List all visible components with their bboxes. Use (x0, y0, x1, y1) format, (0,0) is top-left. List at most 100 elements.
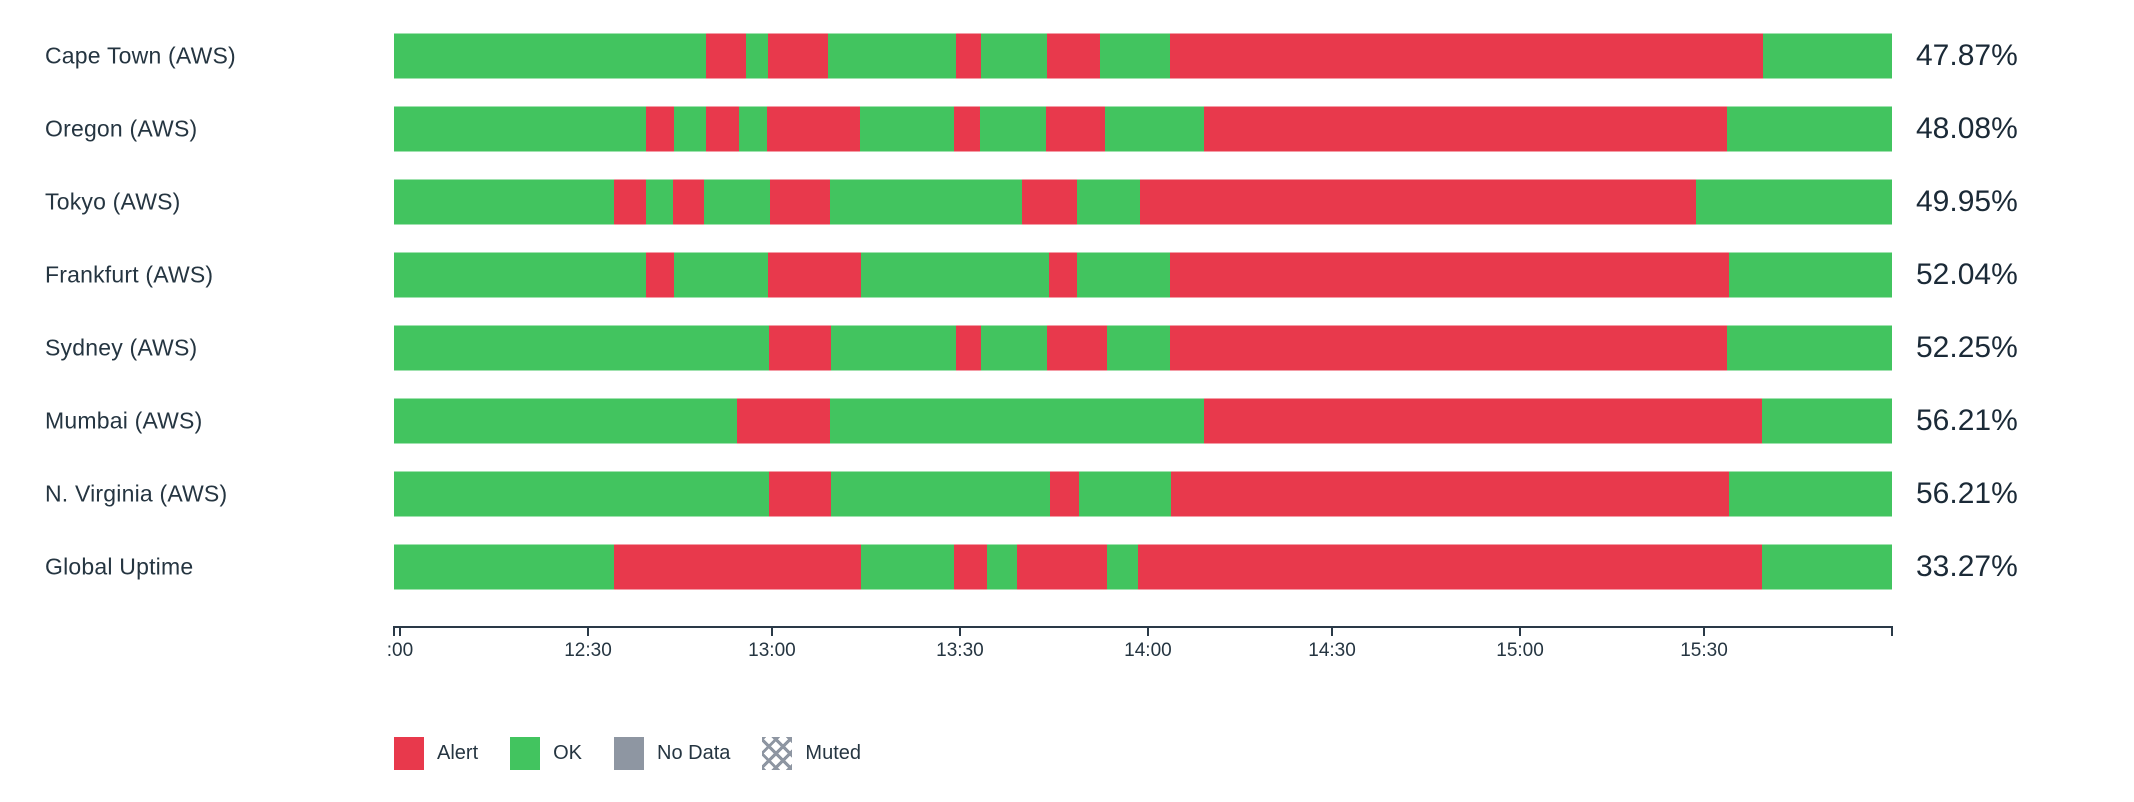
status-segment-ok[interactable] (859, 106, 955, 151)
status-segment-alert[interactable] (1021, 179, 1078, 224)
legend-item-ok[interactable]: OK (510, 737, 582, 770)
status-segment-ok[interactable] (394, 179, 615, 224)
status-segment-ok[interactable] (394, 106, 646, 151)
status-segment-alert[interactable] (954, 106, 980, 151)
status-segment-alert[interactable] (1204, 106, 1728, 151)
status-bar[interactable] (394, 179, 1892, 224)
status-segment-alert[interactable] (768, 33, 829, 78)
status-segment-alert[interactable] (1139, 179, 1696, 224)
uptime-value: 48.08% (1916, 111, 2018, 145)
status-segment-alert[interactable] (954, 544, 988, 589)
status-segment-ok[interactable] (1763, 33, 1892, 78)
status-segment-ok[interactable] (746, 33, 769, 78)
status-segment-ok[interactable] (394, 398, 738, 443)
status-segment-alert[interactable] (1045, 106, 1106, 151)
ok-swatch-icon (510, 737, 541, 770)
status-segment-ok[interactable] (394, 33, 706, 78)
status-bar[interactable] (394, 398, 1892, 443)
status-segment-alert[interactable] (1047, 325, 1107, 370)
status-segment-alert[interactable] (1169, 325, 1728, 370)
status-segment-ok[interactable] (829, 398, 1205, 443)
status-segment-ok[interactable] (831, 471, 1051, 516)
status-segment-alert[interactable] (1138, 544, 1762, 589)
status-row: Cape Town (AWS) 47.87% (0, 19, 2134, 92)
status-segment-alert[interactable] (1169, 33, 1764, 78)
status-segment-alert[interactable] (766, 106, 860, 151)
status-segment-ok[interactable] (674, 252, 769, 297)
legend: Alert OK No Data Muted (394, 737, 861, 770)
legend-item-muted[interactable]: Muted (762, 737, 861, 770)
uptime-value: 56.21% (1916, 476, 2018, 510)
status-segment-alert[interactable] (645, 106, 675, 151)
status-segment-alert[interactable] (1017, 544, 1108, 589)
status-segment-ok[interactable] (829, 179, 1022, 224)
status-segment-ok[interactable] (1761, 398, 1892, 443)
status-segment-ok[interactable] (1077, 252, 1170, 297)
status-segment-ok[interactable] (828, 33, 956, 78)
status-segment-ok[interactable] (1727, 106, 1892, 151)
status-bar[interactable] (394, 33, 1892, 78)
status-segment-ok[interactable] (1695, 179, 1892, 224)
status-segment-ok[interactable] (704, 179, 770, 224)
status-segment-ok[interactable] (394, 544, 615, 589)
uptime-value: 52.25% (1916, 330, 2018, 364)
status-segment-ok[interactable] (1728, 252, 1892, 297)
status-bar[interactable] (394, 471, 1892, 516)
row-label: Frankfurt (AWS) (45, 261, 214, 287)
status-segment-alert[interactable] (955, 325, 982, 370)
axis-tick (770, 626, 773, 636)
axis-tick (1891, 626, 1893, 636)
status-bar[interactable] (394, 252, 1892, 297)
status-segment-alert[interactable] (1050, 471, 1079, 516)
legend-item-no_data[interactable]: No Data (614, 737, 730, 770)
legend-item-alert[interactable]: Alert (394, 737, 478, 770)
status-segment-alert[interactable] (614, 544, 862, 589)
status-segment-ok[interactable] (831, 325, 956, 370)
axis-tick (398, 626, 401, 636)
status-bar[interactable] (394, 106, 1892, 151)
status-segment-alert[interactable] (737, 398, 830, 443)
status-bar[interactable] (394, 544, 1892, 589)
status-segment-ok[interactable] (987, 544, 1018, 589)
status-segment-ok[interactable] (1078, 471, 1172, 516)
status-segment-alert[interactable] (705, 33, 747, 78)
status-segment-alert[interactable] (1171, 471, 1729, 516)
status-segment-ok[interactable] (979, 106, 1046, 151)
status-segment-alert[interactable] (1204, 398, 1762, 443)
status-segment-ok[interactable] (861, 544, 955, 589)
status-segment-alert[interactable] (768, 471, 832, 516)
status-segment-ok[interactable] (981, 33, 1048, 78)
axis-tick-label: 15:30 (1680, 640, 1728, 661)
status-segment-alert[interactable] (645, 252, 675, 297)
status-segment-ok[interactable] (394, 471, 769, 516)
axis-tick-label: :00 (386, 640, 414, 661)
status-segment-ok[interactable] (1077, 179, 1140, 224)
status-segment-ok[interactable] (1099, 33, 1170, 78)
status-segment-ok[interactable] (861, 252, 1049, 297)
status-segment-alert[interactable] (768, 252, 862, 297)
status-segment-alert[interactable] (769, 179, 830, 224)
status-bar[interactable] (394, 325, 1892, 370)
status-segment-ok[interactable] (738, 106, 767, 151)
status-segment-ok[interactable] (1761, 544, 1892, 589)
status-segment-alert[interactable] (614, 179, 646, 224)
status-segment-ok[interactable] (1727, 325, 1892, 370)
status-segment-ok[interactable] (394, 325, 769, 370)
status-segment-ok[interactable] (981, 325, 1048, 370)
status-row: Tokyo (AWS) 49.95% (0, 165, 2134, 238)
status-segment-alert[interactable] (1048, 252, 1078, 297)
status-segment-alert[interactable] (705, 106, 739, 151)
uptime-value: 47.87% (1916, 38, 2018, 72)
status-segment-ok[interactable] (1107, 325, 1170, 370)
status-segment-ok[interactable] (645, 179, 673, 224)
status-segment-ok[interactable] (674, 106, 706, 151)
status-segment-ok[interactable] (1105, 106, 1205, 151)
status-segment-ok[interactable] (1728, 471, 1892, 516)
status-segment-alert[interactable] (672, 179, 705, 224)
status-segment-alert[interactable] (1169, 252, 1729, 297)
status-segment-alert[interactable] (1047, 33, 1100, 78)
status-segment-ok[interactable] (1107, 544, 1139, 589)
status-segment-alert[interactable] (955, 33, 982, 78)
status-segment-alert[interactable] (768, 325, 832, 370)
status-segment-ok[interactable] (394, 252, 646, 297)
